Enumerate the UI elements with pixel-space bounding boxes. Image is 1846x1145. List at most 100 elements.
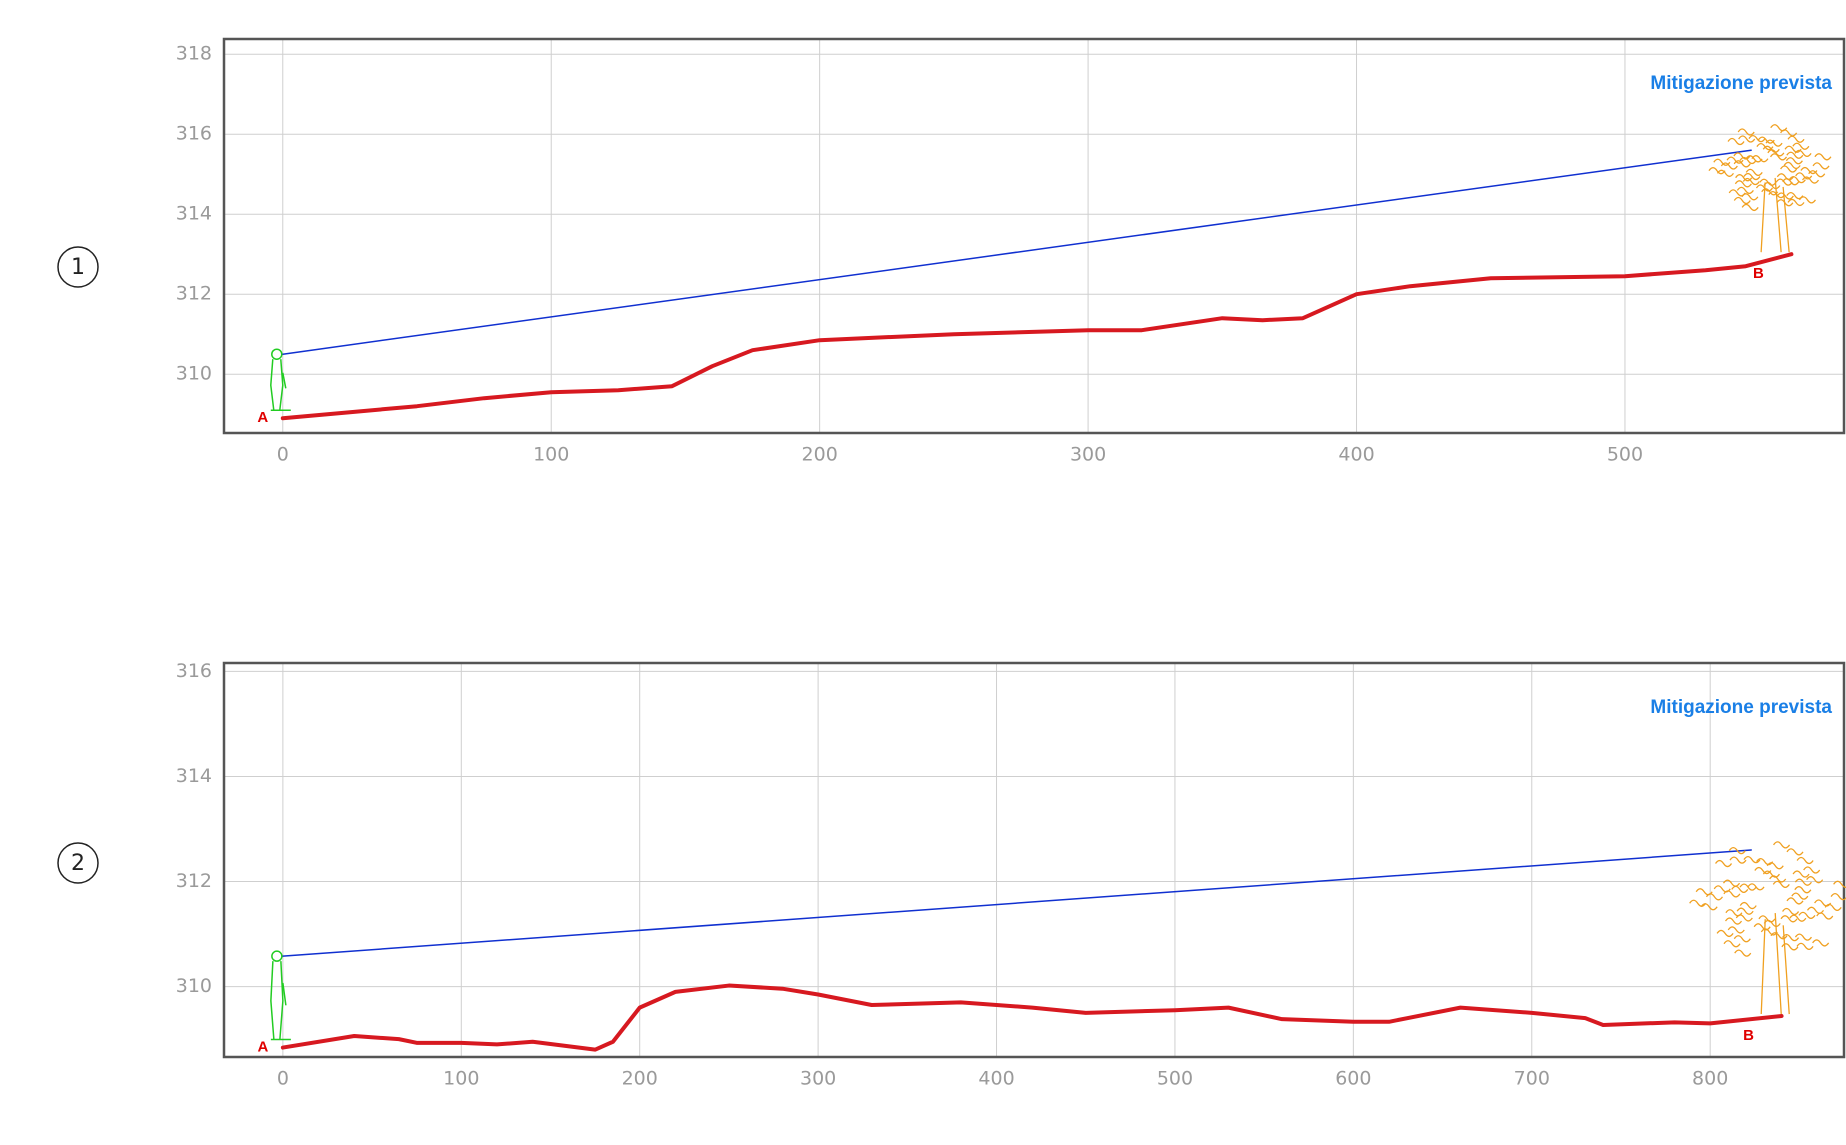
- tree-leaf: [1781, 943, 1799, 951]
- tree-leaf: [1798, 911, 1816, 920]
- y-tick-label: 314: [176, 203, 212, 225]
- tree-leaf: [1766, 862, 1784, 870]
- x-tick-label: 300: [1070, 444, 1106, 466]
- tree-leaf: [1803, 866, 1821, 874]
- tree-leaf: [1753, 923, 1771, 931]
- y-tick-label: 318: [176, 43, 212, 65]
- tree-leaf: [1796, 856, 1814, 865]
- tree-leaf: [1791, 892, 1809, 900]
- panel-label: 1: [71, 255, 85, 280]
- tree-leaf: [1833, 880, 1846, 888]
- tree-leaf: [1743, 172, 1761, 181]
- tree-leaf: [1757, 136, 1775, 144]
- tree-leaf: [1743, 856, 1761, 864]
- tree-leaf: [1705, 893, 1724, 901]
- tree-leaf: [1830, 893, 1846, 901]
- tree-leaf: [1786, 151, 1804, 159]
- y-tick-label: 316: [176, 123, 212, 145]
- tree-leaf: [1765, 139, 1783, 147]
- tree-leaf: [1773, 841, 1791, 849]
- tree-leaf: [1784, 145, 1802, 153]
- tree-leaf: [1785, 157, 1803, 165]
- observer-icon: [270, 950, 291, 1041]
- tree-leaf: [1806, 876, 1824, 884]
- tree-leaf: [1733, 196, 1751, 205]
- x-tick-label: 200: [622, 1068, 658, 1090]
- tree-leaf: [1768, 190, 1786, 199]
- tree-leaf: [1738, 135, 1756, 143]
- tree-leaf: [1727, 137, 1745, 146]
- tree-leaf: [1772, 880, 1790, 889]
- observer-icon: [270, 348, 291, 411]
- tree-leaf: [1763, 181, 1781, 190]
- tree-leaf: [1747, 883, 1765, 891]
- tree-leaf: [1794, 886, 1812, 894]
- x-tick-label: 400: [1338, 444, 1374, 466]
- tree-leaf: [1739, 883, 1757, 891]
- tree-leaf: [1741, 193, 1759, 201]
- tree-leaf: [1783, 161, 1801, 170]
- tree-leaf: [1800, 166, 1818, 175]
- tree-leaf: [1770, 932, 1788, 940]
- tree-leaf: [1735, 914, 1753, 922]
- tree-leaf: [1734, 180, 1752, 188]
- tree-leaf: [1736, 186, 1754, 194]
- y-tick-label: 312: [176, 283, 212, 305]
- x-tick-label: 500: [1157, 1068, 1193, 1090]
- tree-leaf: [1806, 906, 1825, 914]
- tree-leaf: [1794, 149, 1812, 158]
- tree-leaf: [1714, 859, 1733, 868]
- tree-leaf: [1776, 192, 1794, 200]
- y-tick-label: 316: [176, 660, 212, 682]
- x-tick-label: 0: [277, 1068, 289, 1090]
- tree-leaf: [1727, 926, 1745, 934]
- tree-leaf: [1769, 875, 1787, 883]
- terrain-profile: [280, 252, 1794, 421]
- tree-leaf: [1700, 903, 1718, 911]
- tree-leaf: [1728, 847, 1746, 855]
- tree-leaf: [1782, 178, 1800, 186]
- tree-leaf: [1792, 870, 1810, 878]
- sight-line: [282, 149, 1752, 355]
- observer-body: [270, 961, 291, 1041]
- panel-label-circle: [57, 842, 99, 884]
- y-tick-label: 314: [176, 765, 212, 787]
- tree-leaf: [1770, 124, 1788, 132]
- tree-leaf: [1812, 939, 1830, 947]
- tree-leaf: [1789, 914, 1807, 922]
- tree-leaf: [1794, 878, 1812, 886]
- tree-leaf: [1769, 153, 1788, 161]
- x-tick-label: 300: [800, 1068, 836, 1090]
- x-tick-label: 700: [1514, 1068, 1550, 1090]
- tree-leaf: [1745, 155, 1763, 163]
- tree-leaf: [1782, 933, 1800, 942]
- tree-leaf: [1751, 155, 1769, 163]
- tree-leaf: [1788, 176, 1806, 184]
- tree-icon: [1708, 124, 1832, 253]
- tree-leaf: [1760, 928, 1778, 936]
- tree-leaf: [1736, 907, 1754, 915]
- annotation: Mitigazione prevista: [1650, 73, 1832, 94]
- tree-leaf: [1824, 903, 1842, 912]
- x-tick-label: 500: [1607, 444, 1643, 466]
- tree-trunk: [1760, 913, 1790, 1015]
- plot-frame: [222, 661, 1846, 1059]
- tree-leaf: [1734, 949, 1752, 957]
- tree-leaf: [1733, 152, 1751, 160]
- tree-leaf: [1708, 167, 1726, 175]
- tree-leaf: [1776, 199, 1794, 207]
- tree-leaf: [1716, 169, 1734, 177]
- x-tick-label: 0: [277, 444, 289, 466]
- tree-leaf: [1723, 890, 1741, 898]
- tree-leaf: [1786, 191, 1804, 200]
- tree-leaf: [1739, 901, 1757, 910]
- panel-label: 2: [71, 851, 85, 876]
- tree-leaf: [1716, 929, 1734, 938]
- tree-leaf: [1762, 870, 1780, 878]
- tree-leaf: [1786, 897, 1804, 905]
- tree-leaf: [1729, 856, 1747, 864]
- tree-leaf: [1782, 907, 1800, 916]
- tree-leaf: [1737, 128, 1755, 136]
- x-tick-label: 800: [1692, 1068, 1728, 1090]
